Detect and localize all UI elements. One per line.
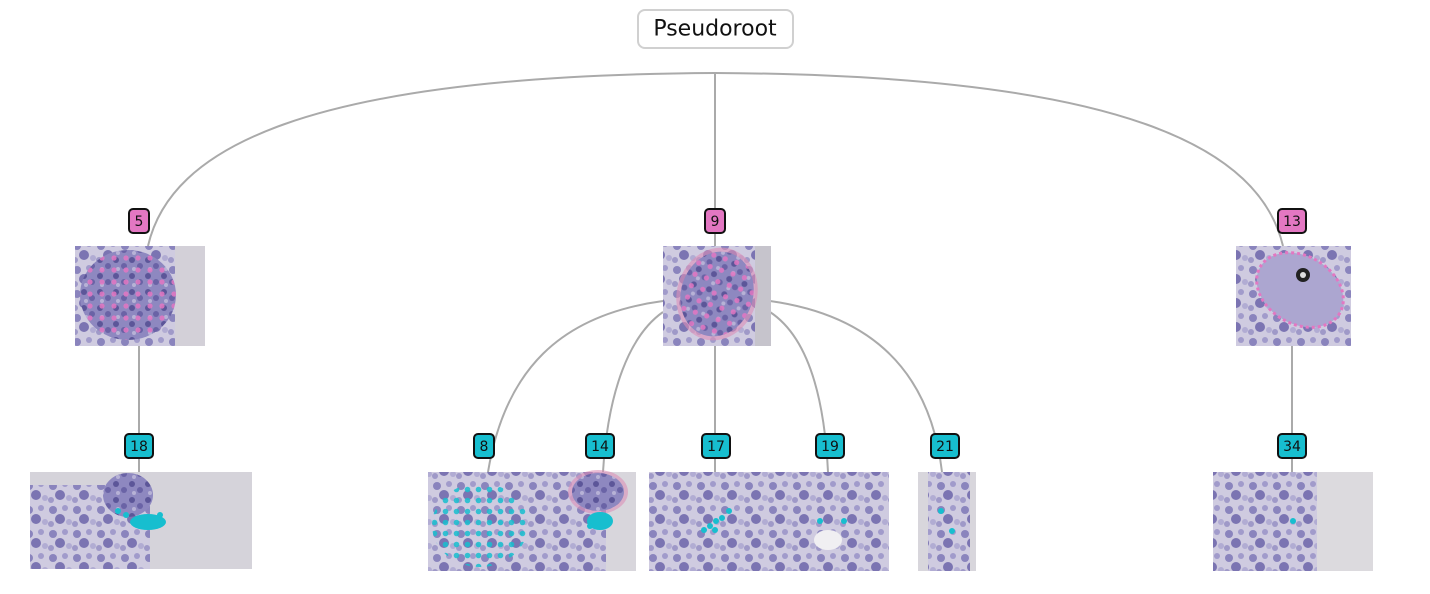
node-label: 19 bbox=[821, 439, 839, 455]
thumbnail-18 bbox=[30, 472, 252, 569]
node-badge-13: 13 bbox=[1277, 208, 1307, 234]
node-badge-14: 14 bbox=[585, 433, 615, 459]
thumbnail-34 bbox=[1213, 472, 1373, 571]
thumbnail-8 bbox=[428, 472, 538, 571]
node-label: 9 bbox=[711, 214, 720, 230]
node-badge-box bbox=[128, 208, 150, 234]
root-node: Pseudoroot bbox=[637, 9, 794, 49]
edge-9-8 bbox=[487, 300, 664, 473]
node-badge-9: 9 bbox=[704, 208, 726, 234]
thumbnail-9 bbox=[663, 246, 771, 346]
node-label: 13 bbox=[1283, 214, 1301, 230]
node-badge-21: 21 bbox=[930, 433, 960, 459]
node-badge-34: 34 bbox=[1277, 433, 1307, 459]
node-badge-box bbox=[815, 433, 845, 459]
node-badge-18: 18 bbox=[124, 433, 154, 459]
node-badge-5: 5 bbox=[128, 208, 150, 234]
node-badge-box bbox=[930, 433, 960, 459]
node-label: 8 bbox=[480, 439, 489, 455]
node-label: 5 bbox=[135, 214, 144, 230]
thumbnail-21 bbox=[918, 472, 976, 571]
node-badge-8: 8 bbox=[473, 433, 495, 459]
node-badge-box bbox=[1277, 433, 1307, 459]
root-label: Pseudoroot bbox=[653, 17, 777, 42]
node-badge-17: 17 bbox=[701, 433, 731, 459]
node-label: 14 bbox=[591, 439, 609, 455]
tree-edges bbox=[138, 72, 1293, 473]
edge-root-13 bbox=[714, 72, 1284, 247]
node-badge-box bbox=[704, 208, 726, 234]
node-badge-box bbox=[585, 433, 615, 459]
node-badge-19: 19 bbox=[815, 433, 845, 459]
edge-root-5 bbox=[147, 72, 716, 247]
thumbnail-17 bbox=[649, 472, 777, 571]
node-badge-box bbox=[473, 433, 495, 459]
node-label: 17 bbox=[707, 439, 725, 455]
node-badge-box bbox=[701, 433, 731, 459]
node-label: 18 bbox=[130, 439, 148, 455]
node-badge-box bbox=[1277, 208, 1307, 234]
node-badges: 5 9 13 18 8 14 17 19 21 34 bbox=[124, 208, 1307, 459]
node-label: 21 bbox=[936, 439, 954, 455]
thumbnail-13 bbox=[1236, 246, 1351, 346]
thumbnail-19 bbox=[776, 472, 889, 571]
edge-9-21 bbox=[769, 300, 943, 473]
node-badge-box bbox=[124, 433, 154, 459]
thumbnail-5 bbox=[75, 246, 205, 346]
thumbnail-14 bbox=[536, 470, 636, 571]
node-label: 34 bbox=[1283, 439, 1301, 455]
